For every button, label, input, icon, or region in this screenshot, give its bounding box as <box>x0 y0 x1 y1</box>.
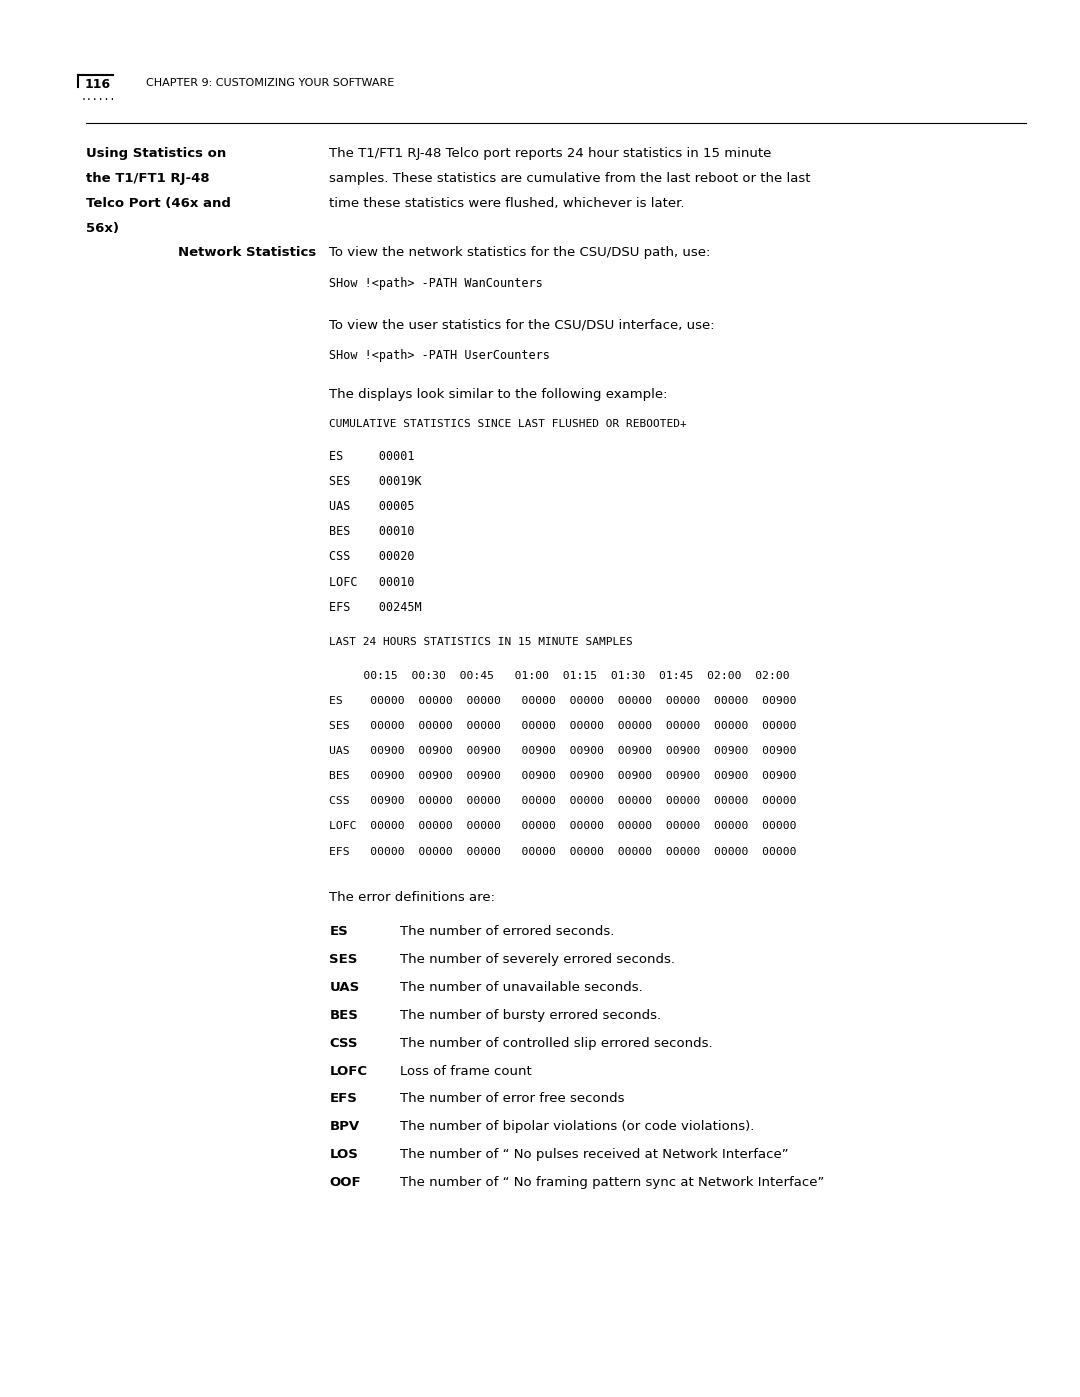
Text: BES    00010: BES 00010 <box>329 525 415 538</box>
Text: BPV: BPV <box>329 1120 360 1133</box>
Text: ES    00000  00000  00000   00000  00000  00000  00000  00000  00900: ES 00000 00000 00000 00000 00000 00000 0… <box>329 696 797 705</box>
Text: SES   00000  00000  00000   00000  00000  00000  00000  00000  00000: SES 00000 00000 00000 00000 00000 00000 … <box>329 721 797 731</box>
Text: CHAPTER 9: CUSTOMIZING YOUR SOFTWARE: CHAPTER 9: CUSTOMIZING YOUR SOFTWARE <box>146 78 394 88</box>
Text: The number of “ No pulses received at Network Interface”: The number of “ No pulses received at Ne… <box>400 1148 788 1161</box>
Text: Loss of frame count: Loss of frame count <box>400 1065 531 1077</box>
Text: LOFC  00000  00000  00000   00000  00000  00000  00000  00000  00000: LOFC 00000 00000 00000 00000 00000 00000… <box>329 821 797 831</box>
Text: The number of bipolar violations (or code violations).: The number of bipolar violations (or cod… <box>400 1120 754 1133</box>
Text: The number of error free seconds: The number of error free seconds <box>400 1092 624 1105</box>
Text: UAS    00005: UAS 00005 <box>329 500 415 513</box>
Text: SHow !<path> -PATH WanCounters: SHow !<path> -PATH WanCounters <box>329 277 543 289</box>
Text: CSS    00020: CSS 00020 <box>329 550 415 563</box>
Text: The number of errored seconds.: The number of errored seconds. <box>400 925 613 937</box>
Text: 56x): 56x) <box>86 222 120 235</box>
Text: The error definitions are:: The error definitions are: <box>329 891 496 904</box>
Text: The number of unavailable seconds.: The number of unavailable seconds. <box>400 981 643 993</box>
Text: EFS    00245M: EFS 00245M <box>329 601 422 613</box>
Text: The number of controlled slip errored seconds.: The number of controlled slip errored se… <box>400 1037 712 1049</box>
Text: 00:15  00:30  00:45   01:00  01:15  01:30  01:45  02:00  02:00: 00:15 00:30 00:45 01:00 01:15 01:30 01:4… <box>329 671 791 680</box>
Text: EFS: EFS <box>329 1092 357 1105</box>
Text: ......: ...... <box>81 92 117 102</box>
Text: time these statistics were flushed, whichever is later.: time these statistics were flushed, whic… <box>329 197 685 210</box>
Text: The number of severely errored seconds.: The number of severely errored seconds. <box>400 953 675 965</box>
Text: To view the user statistics for the CSU/DSU interface, use:: To view the user statistics for the CSU/… <box>329 319 715 331</box>
Text: ES     00001: ES 00001 <box>329 450 415 462</box>
Text: CSS   00900  00000  00000   00000  00000  00000  00000  00000  00000: CSS 00900 00000 00000 00000 00000 00000 … <box>329 796 797 806</box>
Text: CUMULATIVE STATISTICS SINCE LAST FLUSHED OR REBOOTED+: CUMULATIVE STATISTICS SINCE LAST FLUSHED… <box>329 419 687 429</box>
Text: Using Statistics on: Using Statistics on <box>86 147 227 159</box>
Text: To view the network statistics for the CSU/DSU path, use:: To view the network statistics for the C… <box>329 246 711 258</box>
Text: SES: SES <box>329 953 357 965</box>
Text: UAS   00900  00900  00900   00900  00900  00900  00900  00900  00900: UAS 00900 00900 00900 00900 00900 00900 … <box>329 746 797 756</box>
Text: samples. These statistics are cumulative from the last reboot or the last: samples. These statistics are cumulative… <box>329 172 811 184</box>
Text: The number of bursty errored seconds.: The number of bursty errored seconds. <box>400 1009 661 1021</box>
Text: Network Statistics: Network Statistics <box>178 246 316 258</box>
Text: Telco Port (46x and: Telco Port (46x and <box>86 197 231 210</box>
Text: OOF: OOF <box>329 1176 361 1189</box>
Text: ES: ES <box>329 925 348 937</box>
Text: The T1/FT1 RJ-48 Telco port reports 24 hour statistics in 15 minute: The T1/FT1 RJ-48 Telco port reports 24 h… <box>329 147 772 159</box>
Text: LOFC: LOFC <box>329 1065 367 1077</box>
Text: EFS   00000  00000  00000   00000  00000  00000  00000  00000  00000: EFS 00000 00000 00000 00000 00000 00000 … <box>329 847 797 856</box>
Text: the T1/FT1 RJ-48: the T1/FT1 RJ-48 <box>86 172 210 184</box>
Text: The number of “ No framing pattern sync at Network Interface”: The number of “ No framing pattern sync … <box>400 1176 824 1189</box>
Text: LAST 24 HOURS STATISTICS IN 15 MINUTE SAMPLES: LAST 24 HOURS STATISTICS IN 15 MINUTE SA… <box>329 637 633 647</box>
Text: CSS: CSS <box>329 1037 357 1049</box>
Text: SES    00019K: SES 00019K <box>329 475 422 488</box>
Text: LOFC   00010: LOFC 00010 <box>329 576 415 588</box>
Text: LOS: LOS <box>329 1148 359 1161</box>
Text: UAS: UAS <box>329 981 360 993</box>
Text: 116: 116 <box>84 78 110 91</box>
Text: BES   00900  00900  00900   00900  00900  00900  00900  00900  00900: BES 00900 00900 00900 00900 00900 00900 … <box>329 771 797 781</box>
Text: BES: BES <box>329 1009 359 1021</box>
Text: The displays look similar to the following example:: The displays look similar to the followi… <box>329 388 667 401</box>
Text: SHow !<path> -PATH UserCounters: SHow !<path> -PATH UserCounters <box>329 349 551 362</box>
